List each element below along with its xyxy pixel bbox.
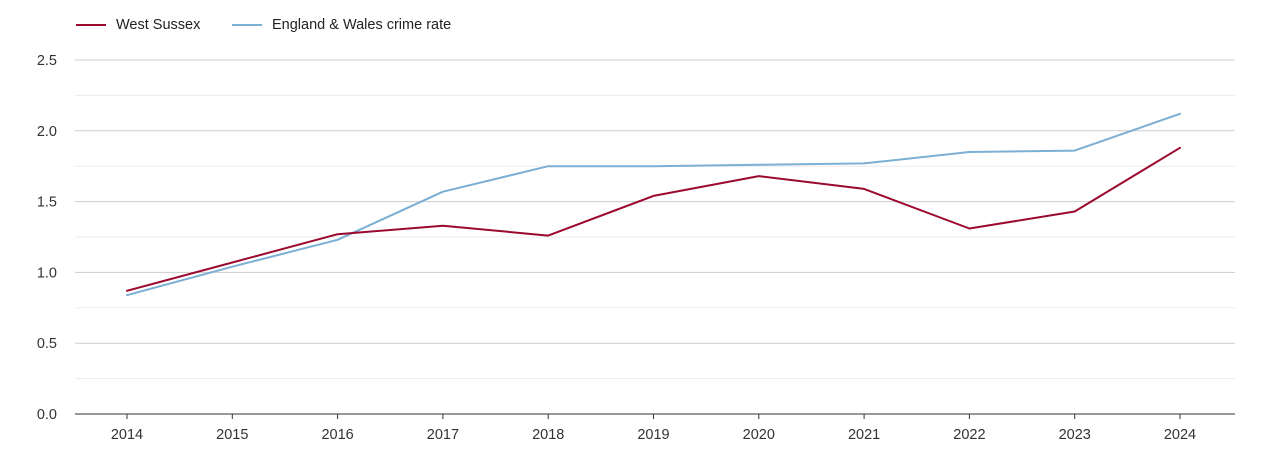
legend-label-england-wales: England & Wales crime rate [272,17,452,33]
legend-item-england-wales: England & Wales crime rate [232,14,451,36]
x-tick-label: 2014 [111,427,143,443]
legend-swatch-england-wales [232,24,262,26]
x-tick-label: 2022 [953,427,985,443]
y-tick-label: 0.5 [37,336,57,352]
y-tick-label: 0.0 [37,407,57,423]
y-tick-label: 2.0 [37,124,57,140]
series-line-west-sussex [126,146,1181,292]
series-line-england-wales [126,112,1181,297]
x-tick-label: 2019 [637,427,669,443]
legend-item-west-sussex: West Sussex [76,14,200,36]
x-tick-label: 2021 [848,427,880,443]
y-tick-label: 1.5 [37,195,57,211]
x-tick-label: 2024 [1164,427,1196,443]
legend-label-west-sussex: West Sussex [116,17,201,33]
y-tick-label: 1.0 [37,265,57,281]
x-tick-label: 2016 [321,427,353,443]
x-tick-label: 2017 [427,427,459,443]
x-tick-label: 2020 [743,427,775,443]
x-tick-label: 2015 [216,427,248,443]
x-tick-label: 2018 [532,427,564,443]
legend-swatch-west-sussex [76,24,106,26]
x-tick-label: 2023 [1059,427,1091,443]
y-tick-label: 2.5 [37,53,57,69]
